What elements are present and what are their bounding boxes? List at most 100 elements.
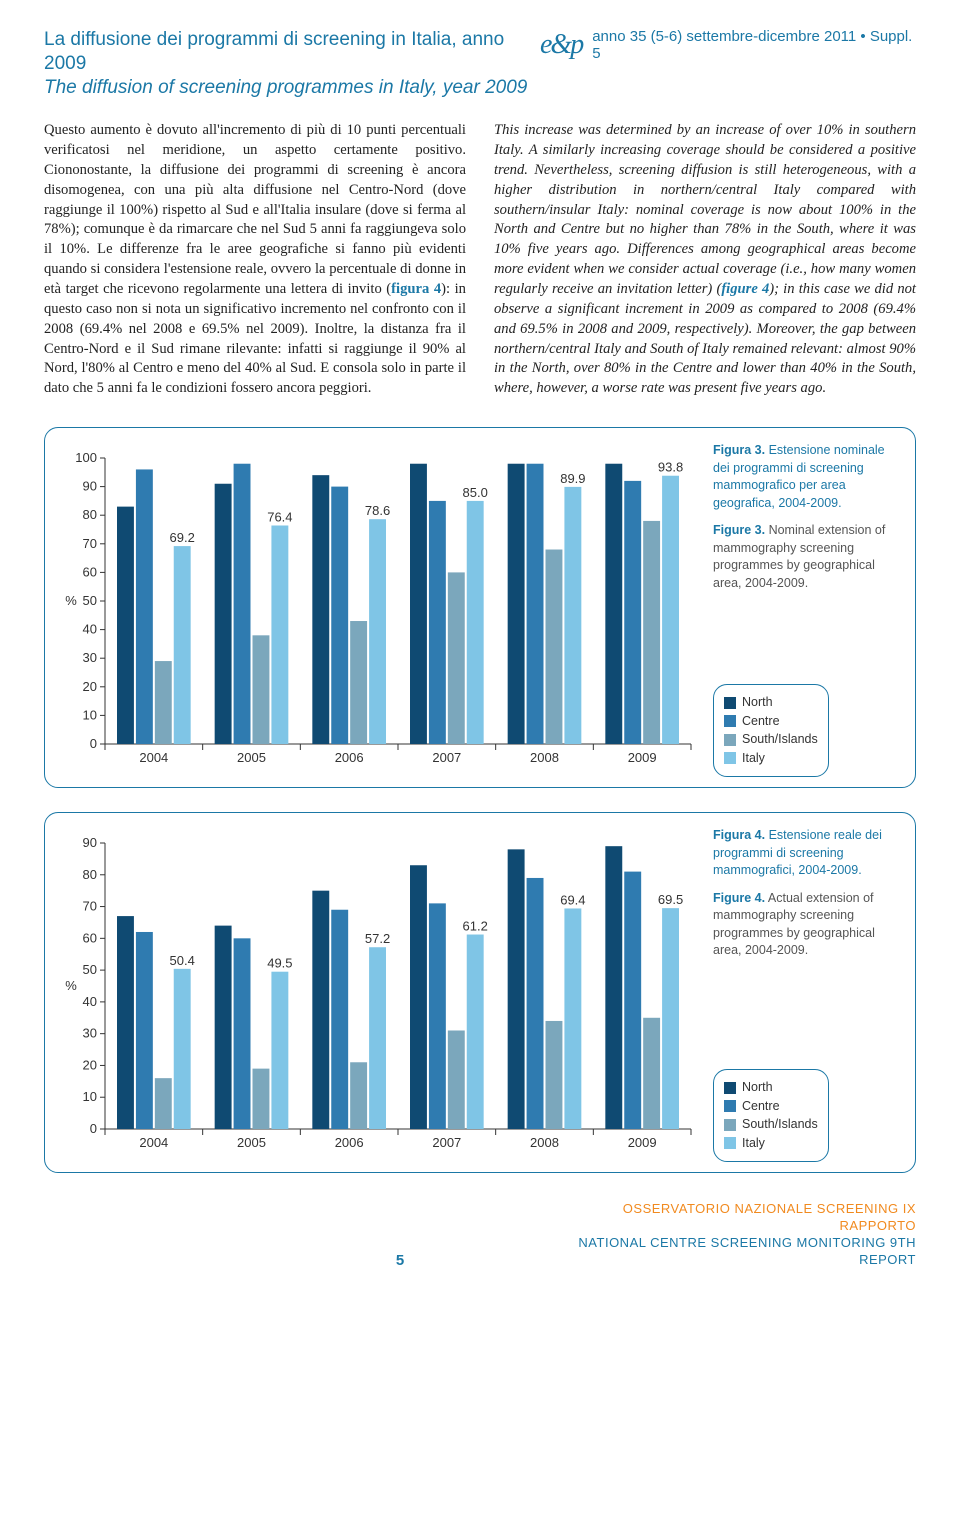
svg-text:49.5: 49.5: [267, 956, 292, 971]
legend-label: North: [742, 1079, 773, 1097]
svg-text:2008: 2008: [530, 1135, 559, 1150]
legend-swatch-south: [724, 1119, 736, 1131]
svg-text:70: 70: [83, 536, 97, 551]
figure-3-side: Figura 3. Estensione nominale dei progra…: [713, 442, 901, 777]
svg-text:90: 90: [83, 479, 97, 494]
page-footer: 5 OSSERVATORIO NAZIONALE SCREENING IX RA…: [44, 1201, 916, 1269]
svg-text:30: 30: [83, 650, 97, 665]
figure4-link-en[interactable]: figure 4: [721, 281, 769, 297]
svg-text:61.2: 61.2: [463, 919, 488, 934]
footer-report-title: OSSERVATORIO NAZIONALE SCREENING IX RAPP…: [556, 1201, 916, 1269]
legend-label: South/Islands: [742, 731, 818, 749]
legend-label: North: [742, 694, 773, 712]
svg-text:0: 0: [90, 1121, 97, 1136]
svg-text:2008: 2008: [530, 750, 559, 765]
legend-swatch-centre: [724, 715, 736, 727]
legend-label: Centre: [742, 1098, 780, 1116]
footer-line-it: OSSERVATORIO NAZIONALE SCREENING IX RAPP…: [556, 1201, 916, 1235]
svg-text:70: 70: [83, 899, 97, 914]
figure-3-panel: 0 10 20 30 40 50 60 70 80 90 100% 2004 69.2 2005 76.4 2…: [44, 427, 916, 788]
page-number: 5: [396, 1252, 404, 1269]
svg-text:69.2: 69.2: [170, 530, 195, 545]
fig4-label-en: Figure 4.: [713, 891, 765, 905]
figure-4-side: Figura 4. Estensione reale dei programmi…: [713, 827, 901, 1162]
svg-text:60: 60: [83, 564, 97, 579]
legend-row: Centre: [724, 713, 818, 731]
legend-swatch-italy: [724, 752, 736, 764]
legend-swatch-south: [724, 734, 736, 746]
figure-4-chart: 0102030405060708090%200450.4200549.52006…: [59, 827, 699, 1162]
svg-text:2007: 2007: [432, 750, 461, 765]
svg-text:76.4: 76.4: [267, 510, 292, 525]
svg-text:2004: 2004: [139, 1135, 168, 1150]
svg-text:100: 100: [75, 450, 97, 465]
legend-row: Centre: [724, 1098, 818, 1116]
svg-text:10: 10: [83, 707, 97, 722]
legend-row: Italy: [724, 750, 818, 768]
body-english: This increase was determined by an incre…: [494, 121, 916, 399]
svg-text:69.5: 69.5: [658, 892, 683, 907]
body-it-part2: ): in questo caso non si nota un signifi…: [44, 281, 466, 396]
svg-text:20: 20: [83, 679, 97, 694]
legend-swatch-north: [724, 697, 736, 709]
svg-text:57.2: 57.2: [365, 931, 390, 946]
legend-row: Italy: [724, 1135, 818, 1153]
svg-text:40: 40: [83, 994, 97, 1009]
header-title-it: La diffusione dei programmi di screening…: [44, 28, 540, 76]
legend-row: South/Islands: [724, 731, 818, 749]
fig3-label-it: Figura 3.: [713, 443, 765, 457]
svg-text:0: 0: [90, 736, 97, 751]
svg-text:2009: 2009: [628, 1135, 657, 1150]
svg-text:30: 30: [83, 1026, 97, 1041]
svg-text:50: 50: [83, 962, 97, 977]
journal-logo-icon: e&p: [540, 29, 582, 61]
figure4-link-it[interactable]: figura 4: [391, 281, 441, 297]
legend-row: North: [724, 1079, 818, 1097]
figure-3-legend: North Centre South/Islands Italy: [713, 684, 829, 777]
svg-text:60: 60: [83, 930, 97, 945]
legend-label: Italy: [742, 750, 765, 768]
svg-text:%: %: [65, 978, 77, 993]
figure-4-legend: North Centre South/Islands Italy: [713, 1069, 829, 1162]
svg-text:2009: 2009: [628, 750, 657, 765]
fig3-label-en: Figure 3.: [713, 523, 765, 537]
page-header: La diffusione dei programmi di screening…: [44, 28, 916, 99]
svg-text:80: 80: [83, 507, 97, 522]
legend-row: South/Islands: [724, 1116, 818, 1134]
svg-text:50.4: 50.4: [170, 953, 195, 968]
body-italian: Questo aumento è dovuto all'incremento d…: [44, 121, 466, 399]
header-titles: La diffusione dei programmi di screening…: [44, 28, 540, 99]
svg-text:2006: 2006: [335, 750, 364, 765]
svg-text:78.6: 78.6: [365, 503, 390, 518]
body-en-part2: ); in this case we did not observe a sig…: [494, 281, 916, 396]
body-en-part1: This increase was determined by an incre…: [494, 122, 916, 297]
body-columns: Questo aumento è dovuto all'incremento d…: [44, 121, 916, 399]
svg-text:85.0: 85.0: [463, 485, 488, 500]
legend-swatch-centre: [724, 1100, 736, 1112]
fig4-label-it: Figura 4.: [713, 828, 765, 842]
legend-row: North: [724, 694, 818, 712]
legend-swatch-italy: [724, 1137, 736, 1149]
header-title-en: The diffusion of screening programmes in…: [44, 76, 540, 100]
legend-label: Italy: [742, 1135, 765, 1153]
svg-text:93.8: 93.8: [658, 460, 683, 475]
figure-4-panel: 0102030405060708090%200450.4200549.52006…: [44, 812, 916, 1173]
svg-text:80: 80: [83, 867, 97, 882]
svg-text:2005: 2005: [237, 1135, 266, 1150]
svg-text:2006: 2006: [335, 1135, 364, 1150]
svg-text:2004: 2004: [139, 750, 168, 765]
legend-swatch-north: [724, 1082, 736, 1094]
footer-line-en: NATIONAL CENTRE SCREENING MONITORING 9TH…: [556, 1235, 916, 1269]
svg-text:40: 40: [83, 622, 97, 637]
svg-text:69.4: 69.4: [560, 893, 585, 908]
issue-info: anno 35 (5-6) settembre-dicembre 2011 • …: [592, 28, 916, 62]
svg-text:20: 20: [83, 1058, 97, 1073]
legend-label: Centre: [742, 713, 780, 731]
svg-text:50: 50: [83, 593, 97, 608]
svg-text:%: %: [65, 593, 77, 608]
header-issue-wrap: e&p anno 35 (5-6) settembre-dicembre 201…: [540, 28, 916, 62]
svg-text:2007: 2007: [432, 1135, 461, 1150]
legend-label: South/Islands: [742, 1116, 818, 1134]
svg-text:2005: 2005: [237, 750, 266, 765]
figure-3-chart: 0 10 20 30 40 50 60 70 80 90 100% 2004 69.2 2005 76.4 2…: [59, 442, 699, 777]
